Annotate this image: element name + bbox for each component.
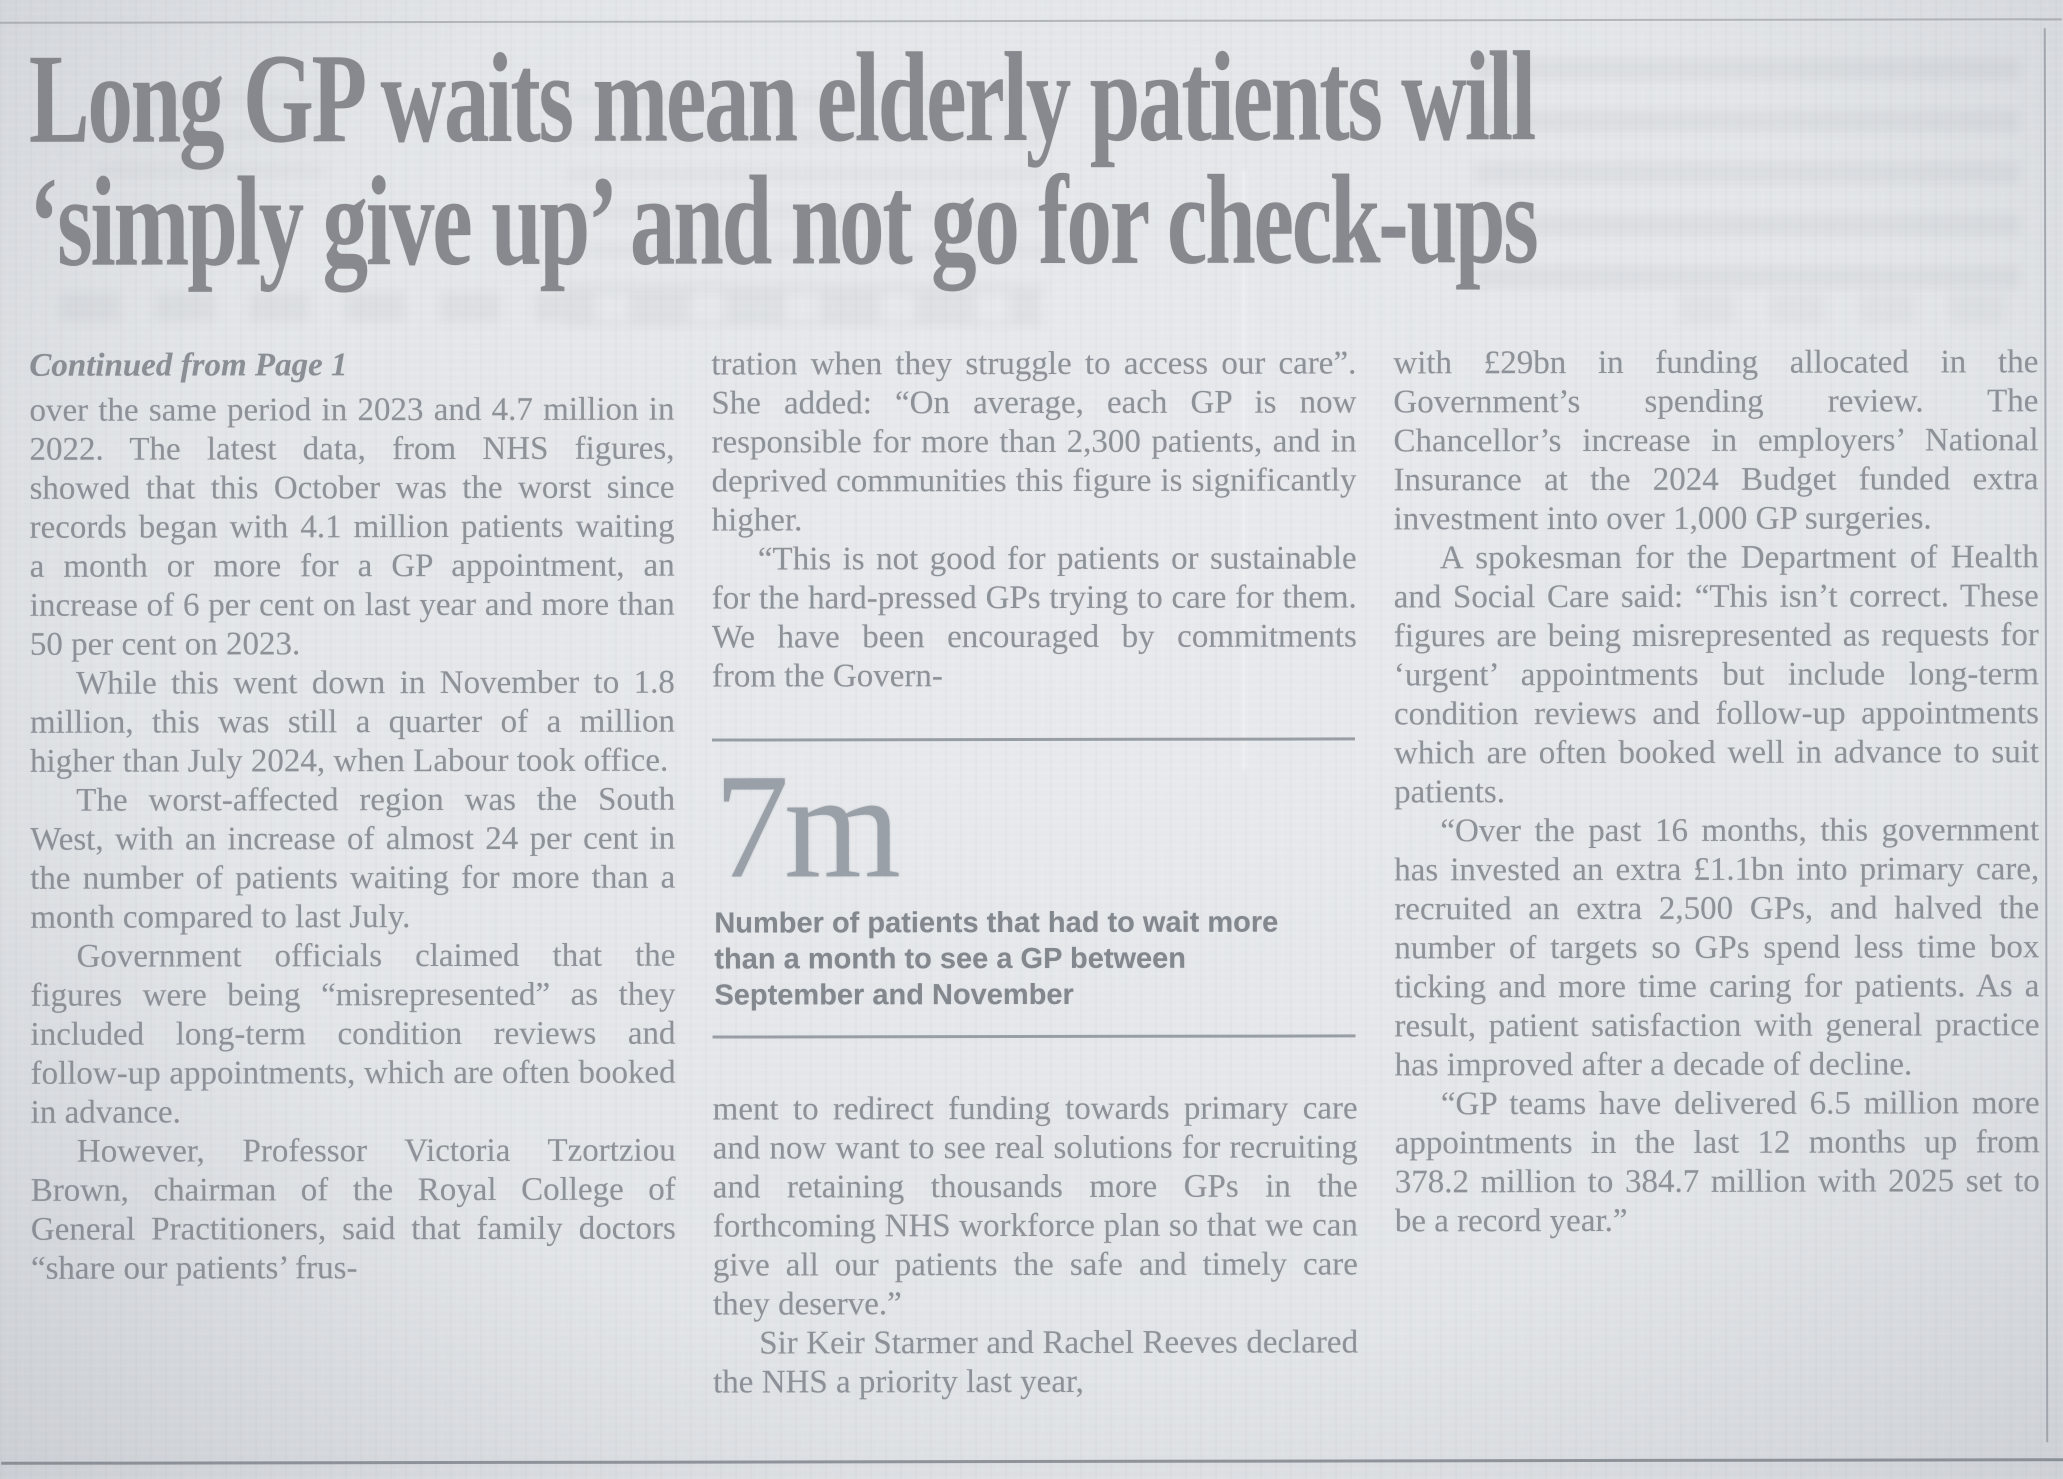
bottom-rule [1, 1458, 2063, 1465]
stat-value: 7m [714, 743, 896, 910]
paragraph: over the same period in 2023 and 4.7 mil… [29, 391, 675, 663]
article-column-2-lower: ment to redirect funding towards primary… [713, 1089, 1359, 1458]
paragraph: Government officials claimed that the fi… [30, 937, 676, 1131]
paragraph: While this went down in November to 1.8 … [29, 664, 675, 780]
paragraph: “GP teams have delivered 6.5 million mor… [1394, 1085, 2040, 1240]
continued-from-label: Continued from Page 1 [29, 347, 348, 384]
column-1-paragraphs: over the same period in 2023 and 4.7 mil… [29, 391, 676, 1289]
paragraph: “This is not good for patients or sustai… [711, 540, 1357, 695]
paragraph: A spokesman for the Department of Health… [1393, 539, 2040, 811]
stat-caption: Number of patients that had to wait more… [714, 906, 1279, 1012]
paragraph: ment to redirect funding towards primary… [712, 1090, 1358, 1323]
article-column-1: Continued from Page 1 over the same peri… [29, 346, 676, 1459]
paragraph: Sir Keir Starmer and Rachel Reeves decla… [713, 1324, 1359, 1401]
paragraph: tration when they struggle to access our… [711, 345, 1357, 539]
column-divider-rule [2043, 28, 2049, 1443]
stat-box: 7m Number of patients that had to wait m… [711, 737, 1356, 1039]
paragraph: The worst-affected region was the South … [30, 781, 676, 936]
top-rule [0, 18, 2062, 24]
headline: Long GP waits mean elderly patients will… [28, 25, 1875, 293]
article-column-3: with £29bn in funding allocated in the G… [1393, 343, 2040, 1456]
article-column-2-upper: tration when they struggle to access our… [711, 344, 1357, 731]
paragraph: “Over the past 16 months, this governmen… [1394, 812, 2040, 1084]
headline-line-1: Long GP waits mean elderly patients will [28, 25, 1535, 170]
headline-line-2: ‘simply give up’ and not go for check-up… [28, 148, 1537, 293]
paragraph: However, Professor Victoria Tzortziou Br… [30, 1132, 676, 1287]
paragraph: with £29bn in funding allocated in the G… [1393, 344, 2039, 538]
